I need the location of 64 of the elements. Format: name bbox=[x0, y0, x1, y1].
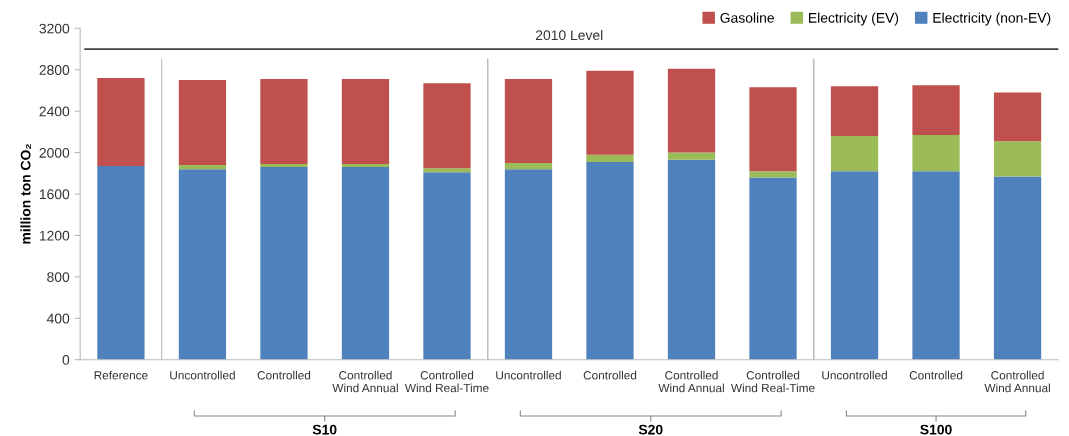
bar bbox=[667, 152, 716, 160]
text: S100 bbox=[920, 424, 952, 435]
y-tick-label: 1600 bbox=[39, 189, 70, 200]
bar bbox=[749, 171, 797, 178]
bar bbox=[993, 176, 1042, 360]
bar bbox=[178, 169, 227, 360]
bar bbox=[341, 167, 390, 360]
x-tick-label: Controlled Wind Annual bbox=[332, 370, 398, 393]
y-tick-label: 2000 bbox=[39, 147, 70, 158]
bar bbox=[586, 70, 634, 155]
bar bbox=[341, 163, 390, 168]
bar bbox=[667, 68, 716, 153]
bar bbox=[260, 163, 308, 168]
bar bbox=[97, 166, 145, 360]
text: S20 bbox=[638, 424, 663, 435]
bar bbox=[993, 92, 1042, 142]
bar bbox=[178, 165, 227, 170]
bar bbox=[749, 177, 797, 360]
x-tick-label: Uncontrolled bbox=[496, 370, 561, 380]
bar bbox=[504, 169, 553, 360]
y-tick-label: 1200 bbox=[39, 230, 70, 241]
x-tick-label: Uncontrolled bbox=[822, 370, 887, 380]
y-tick-label: 800 bbox=[47, 272, 70, 283]
x-tick-label: Controlled Wind Real-Time bbox=[404, 370, 489, 393]
legend-label: Gasoline bbox=[720, 12, 774, 23]
bar bbox=[423, 83, 471, 169]
bar bbox=[341, 79, 390, 164]
y-tick-label: 2800 bbox=[39, 65, 70, 75]
bar bbox=[912, 135, 960, 172]
bar bbox=[260, 79, 308, 164]
bar bbox=[504, 79, 553, 163]
legend-label: Electricity (non-EV) bbox=[933, 12, 1051, 26]
bar bbox=[586, 161, 634, 360]
y-tick-label: 2400 bbox=[39, 106, 70, 117]
bar bbox=[830, 136, 879, 172]
x-tick-label: Controlled Wind Annual bbox=[984, 370, 1050, 393]
x-tick-label: Controlled bbox=[583, 370, 637, 380]
bar bbox=[423, 172, 471, 360]
bar bbox=[912, 85, 960, 135]
x-tick-label: Controlled bbox=[909, 370, 963, 380]
bar bbox=[97, 78, 145, 167]
ref-line-label: 2010 Level bbox=[535, 29, 603, 41]
bar bbox=[504, 162, 553, 170]
bar bbox=[178, 80, 227, 166]
bar bbox=[260, 167, 308, 360]
x-tick-label: Uncontrolled bbox=[170, 370, 235, 380]
legend-label: Electricity (EV) bbox=[809, 12, 899, 26]
bar bbox=[586, 154, 634, 162]
y-tick-label: 0 bbox=[62, 355, 70, 365]
text: S10 bbox=[312, 424, 337, 435]
bar bbox=[667, 159, 716, 360]
bar bbox=[423, 168, 471, 173]
y-tick-label: 3200 bbox=[39, 23, 70, 34]
y-tick-label: 400 bbox=[46, 313, 70, 324]
x-tick-label: Controlled Wind Annual bbox=[658, 370, 724, 393]
x-tick-label: Controlled Wind Real-Time bbox=[730, 370, 815, 393]
x-tick-label: Reference bbox=[94, 370, 148, 380]
bar bbox=[830, 86, 879, 137]
bar bbox=[993, 141, 1042, 177]
y-axis-title: million ton CO₂ bbox=[20, 144, 31, 244]
bar bbox=[749, 87, 797, 172]
bar bbox=[912, 171, 960, 360]
bar bbox=[830, 171, 879, 360]
x-tick-label: Controlled bbox=[257, 370, 311, 380]
